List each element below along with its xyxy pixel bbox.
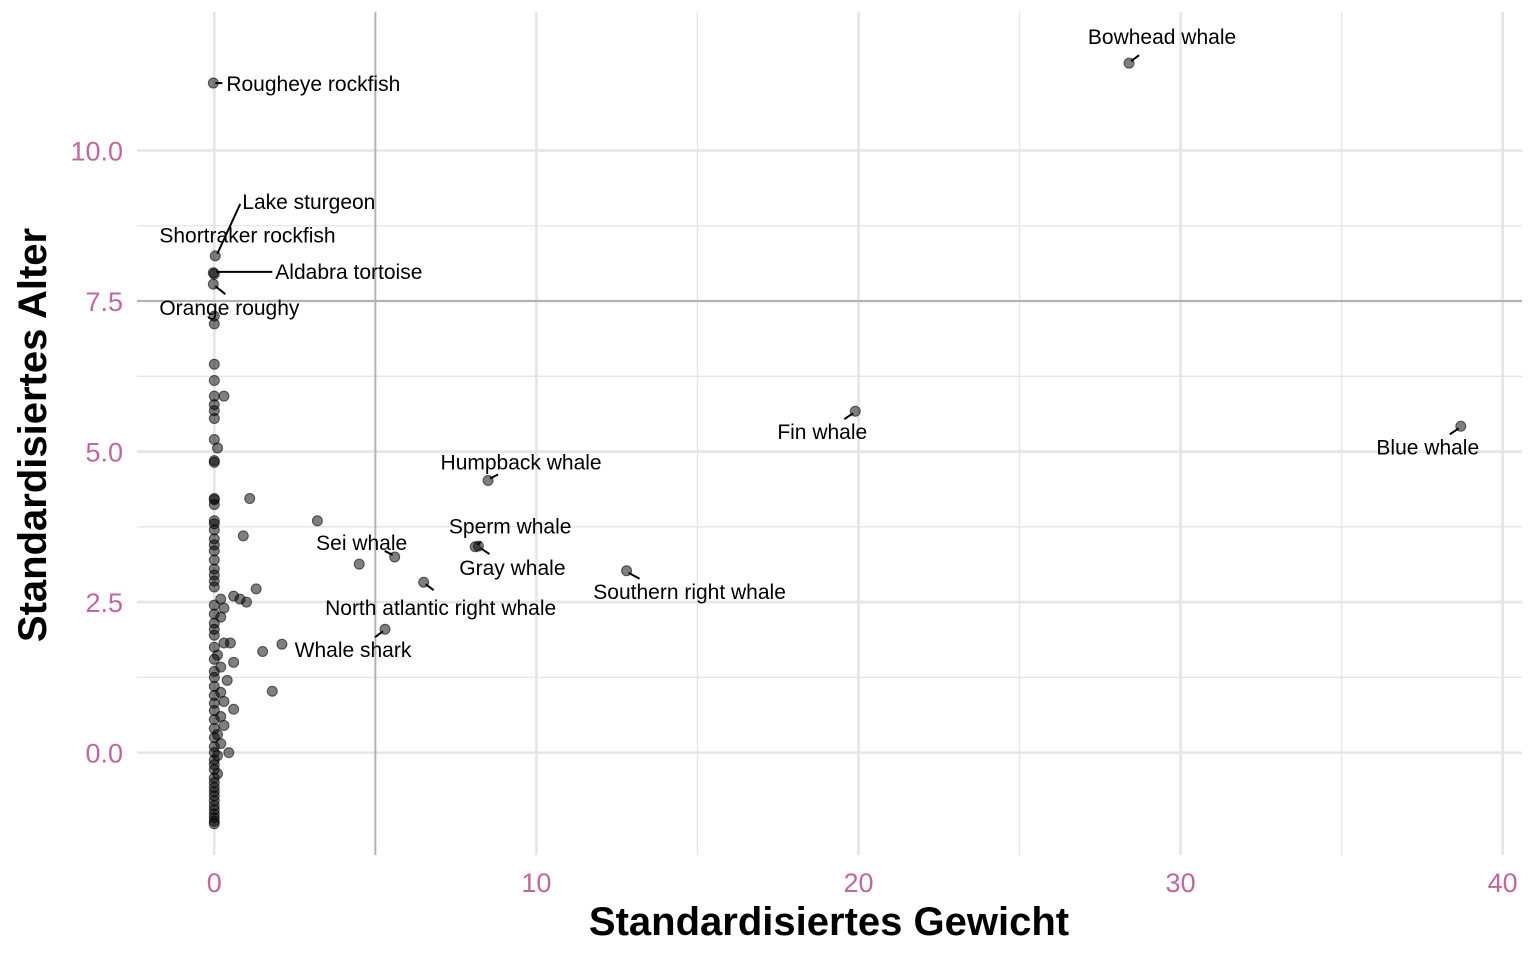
x-tick-label: 0 [207,868,222,898]
point-label: Fin whale [777,421,867,444]
data-point [266,685,278,697]
labeled-data-point [621,565,633,577]
labeled-data-point [379,623,391,635]
data-point [208,653,220,665]
labeled-data-point [208,268,220,280]
y-tick-label: 10.0 [70,136,123,166]
data-point [241,596,253,608]
labeled-data-point [849,405,861,417]
data-point [257,645,269,657]
y-tick-label: 2.5 [85,588,123,618]
labeled-data-point [482,474,494,486]
point-label: Gray whale [459,557,565,580]
data-point [208,318,220,330]
data-point [353,558,365,570]
point-label: Orange roughy [159,297,300,320]
reference-lines [137,12,1522,855]
labeled-data-point [207,77,219,89]
point-label: Humpback whale [441,451,602,474]
data-point [208,375,220,387]
y-tick-label: 5.0 [85,438,123,468]
data-point [208,358,220,370]
labeled-data-point [1123,57,1135,69]
labeled-data-point [389,551,401,563]
x-tick-label: 30 [1166,868,1196,898]
data-point [208,714,220,726]
data-point [221,674,233,686]
data-point [276,638,288,650]
data-point [228,703,240,715]
axis-ticks: 0 10 20 30 40 0.0 2.5 5.0 7.5 10.0 [70,136,1517,898]
data-point [218,695,230,707]
grid [137,12,1522,855]
data-point [208,499,220,511]
data-point [208,599,220,611]
data-point [208,412,220,424]
data-point [218,390,230,402]
point-label: North atlantic right whale [325,597,556,620]
x-tick-label: 40 [1488,868,1518,898]
x-axis-title: Standardisiertes Gewicht [589,900,1069,944]
point-labels: Bowhead whale Rougheye rockfish Lake sturg… [159,26,1479,662]
data-point [224,637,236,649]
y-tick-label: 0.0 [85,739,123,769]
data-point [311,515,323,527]
data-point [208,554,220,566]
point-label: Lake sturgeon [242,191,375,214]
data-point [208,671,220,683]
data-point [218,602,230,614]
data-point [208,524,220,536]
data-point [250,583,262,595]
data-point [223,747,235,759]
data-point [208,545,220,557]
point-label: Whale shark [295,639,412,662]
data-point [208,581,220,593]
y-axis-title: Standardisiertes Alter [11,228,55,642]
point-label: Shortraker rockfish [159,225,335,248]
data-point [208,818,220,830]
y-tick-label: 7.5 [85,287,123,317]
point-label: Aldabra tortoise [275,261,422,284]
data-point [208,629,220,641]
labeled-data-point [418,576,430,588]
data-points [207,57,1467,830]
point-label: Blue whale [1376,436,1479,459]
labeled-data-point [209,250,221,262]
point-label: Southern right whale [593,581,786,604]
data-point [212,442,224,454]
data-point [237,530,249,542]
label-leader-line [216,203,242,255]
point-label: Sperm whale [449,516,572,539]
point-label: Rougheye rockfish [226,73,400,96]
labeled-data-point [207,278,219,290]
point-label: Bowhead whale [1088,26,1236,49]
labeled-data-point [472,540,484,552]
labeled-data-point [1455,420,1467,432]
x-tick-label: 10 [521,868,551,898]
data-point [218,720,230,732]
data-point [228,656,240,668]
x-tick-label: 20 [843,868,873,898]
data-point [244,493,256,505]
data-point [208,456,220,468]
point-label: Sei whale [316,532,407,555]
